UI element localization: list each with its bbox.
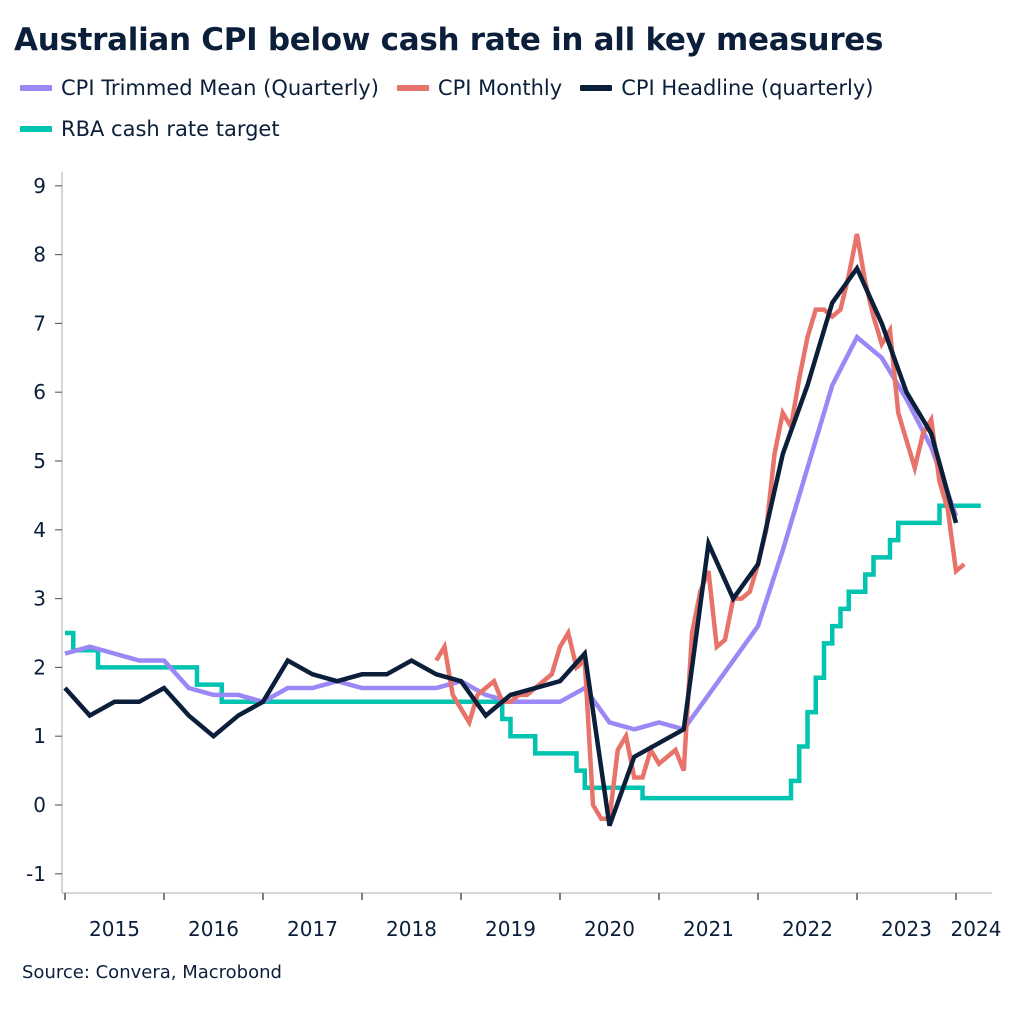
y-tick-label: 9	[33, 174, 46, 198]
x-tick-label: 2018	[386, 917, 437, 941]
legend-row-2: RBA cash rate target	[20, 117, 280, 141]
source-note: Source: Convera, Macrobond	[22, 962, 282, 983]
x-tick-label: 2022	[782, 917, 833, 941]
y-tick-label: 2	[33, 655, 46, 679]
legend-swatch	[580, 85, 613, 91]
legend-item-cpi-headline: CPI Headline (quarterly)	[580, 76, 873, 100]
legend-label: CPI Monthly	[437, 76, 563, 100]
series-line-cpi-monthly	[434, 233, 966, 822]
x-tick-label: 2017	[287, 917, 338, 941]
legend: CPI Trimmed Mean (Quarterly) CPI Monthly…	[20, 76, 873, 100]
x-tick-label: 2019	[485, 917, 536, 941]
series-line-cpi-headline-quarterly	[63, 263, 959, 827]
x-tick-label: 2023	[881, 917, 932, 941]
legend-swatch	[20, 126, 52, 132]
legend-swatch	[20, 85, 52, 91]
legend-swatch	[396, 85, 429, 91]
series-line-rba-cash-rate-target	[65, 503, 981, 801]
y-tick-label: 8	[33, 243, 46, 267]
y-tick-label: 3	[33, 587, 46, 611]
legend-item-trimmed-mean: CPI Trimmed Mean (Quarterly)	[20, 76, 379, 100]
legend-label: CPI Trimmed Mean (Quarterly)	[61, 76, 379, 100]
y-tick-label: 7	[33, 311, 46, 335]
x-tick-label: 2024	[951, 917, 1002, 941]
y-tick-label: 6	[33, 380, 46, 404]
y-tick-label: 5	[33, 449, 46, 473]
legend-item-cash-rate: RBA cash rate target	[20, 117, 280, 141]
legend-item-cpi-monthly: CPI Monthly	[396, 76, 563, 100]
x-tick-label: 2015	[89, 917, 140, 941]
x-tick-label: 2016	[188, 917, 239, 941]
y-tick-label: 0	[33, 793, 46, 817]
y-tick-label: -1	[26, 862, 46, 886]
chart-title: Australian CPI below cash rate in all ke…	[14, 22, 884, 58]
legend-label: RBA cash rate target	[61, 117, 280, 141]
y-tick-label: 1	[33, 724, 46, 748]
legend-label: CPI Headline (quarterly)	[621, 76, 874, 100]
x-tick-label: 2020	[584, 917, 635, 941]
y-tick-label: 4	[33, 518, 46, 542]
x-tick-label: 2021	[683, 917, 734, 941]
